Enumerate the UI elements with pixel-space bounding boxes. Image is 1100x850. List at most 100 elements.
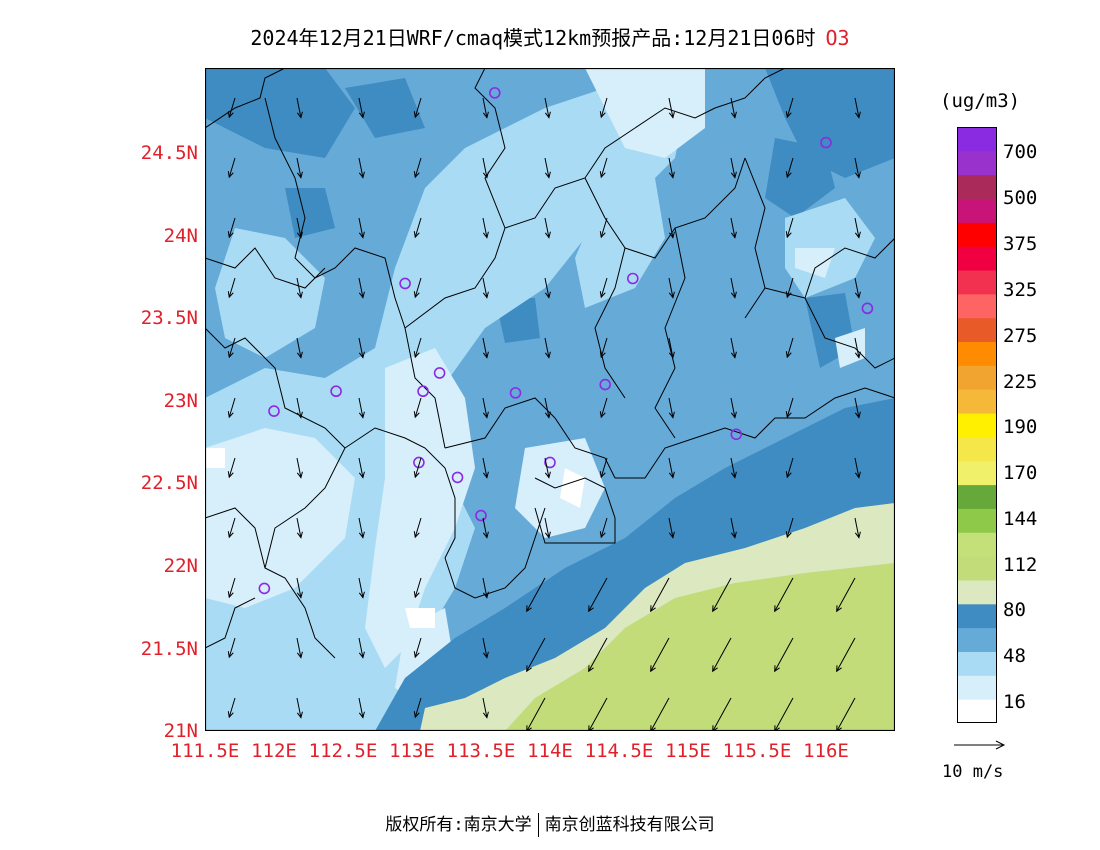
wind-vectors <box>227 97 861 731</box>
wind-arrow <box>482 697 488 718</box>
station-marker <box>417 385 429 398</box>
wind-arrow-head <box>588 605 594 613</box>
wind-arrow-head <box>599 231 606 239</box>
wind-arrow-head <box>785 351 792 359</box>
station-marker <box>861 302 874 315</box>
wind-arrow <box>730 97 736 118</box>
map-border <box>205 68 895 731</box>
wind-arrow <box>600 337 608 358</box>
wind-arrow <box>228 337 236 358</box>
wind-arrow <box>730 157 736 178</box>
colorbar-swatch <box>957 413 997 438</box>
station-marker <box>413 456 425 469</box>
wind-arrow <box>296 697 302 718</box>
wind-arrow <box>228 97 236 118</box>
wind-arrow-head <box>650 725 656 731</box>
wind-arrow-head <box>730 411 737 419</box>
wind-arrow <box>600 397 608 418</box>
copyright-separator <box>537 813 539 837</box>
wind-arrow-head <box>785 171 792 179</box>
colorbar-swatch <box>957 651 997 676</box>
wind-arrow-head <box>854 531 861 539</box>
wind-arrow-head <box>296 471 303 479</box>
wind-arrow <box>786 337 794 358</box>
wind-arrow <box>482 157 488 178</box>
reference-vector-arrow <box>954 740 1006 750</box>
wind-arrow <box>854 517 860 538</box>
y-tick-label: 21N <box>163 720 198 742</box>
wind-arrow <box>482 97 488 118</box>
wind-arrow-head <box>413 651 420 659</box>
wind-arrow <box>296 337 302 358</box>
colorbar-swatch <box>957 389 997 414</box>
wind-arrow-head <box>730 531 737 539</box>
o3-field-sea <box>505 563 895 731</box>
wind-arrow-head <box>650 665 656 673</box>
wind-arrow <box>296 277 302 298</box>
x-tick-label: 112E <box>251 740 297 762</box>
x-tick-label: 113E <box>389 740 435 762</box>
colorbar-label: 375 <box>1003 233 1038 255</box>
colorbar-swatch <box>957 460 997 486</box>
wind-arrow-head <box>296 291 303 299</box>
wind-arrow-head <box>785 231 792 239</box>
wind-arrow <box>854 97 860 118</box>
wind-arrow <box>854 157 860 178</box>
wind-arrow <box>358 517 364 538</box>
wind-arrow <box>836 637 856 672</box>
wind-arrow <box>296 157 302 178</box>
wind-arrow-head <box>730 291 737 299</box>
wind-arrow-head <box>544 471 551 479</box>
wind-arrow <box>526 577 546 612</box>
x-tick-label: 113.5E <box>446 740 516 762</box>
wind-arrow-head <box>668 411 675 419</box>
wind-arrow <box>650 577 670 612</box>
wind-arrow <box>228 457 236 478</box>
wind-arrow-head <box>413 171 420 179</box>
wind-arrow <box>600 97 608 118</box>
concentration-map <box>205 68 895 731</box>
station-marker <box>475 509 487 522</box>
x-tick-label: 115E <box>665 740 711 762</box>
wind-arrow <box>786 157 794 178</box>
colorbar-swatch <box>957 293 997 319</box>
wind-arrow-head <box>785 291 792 299</box>
x-tick-label: 115.5E <box>722 740 792 762</box>
colorbar-swatch <box>957 150 997 176</box>
wind-arrow <box>526 697 546 731</box>
wind-arrow-head <box>358 231 365 239</box>
wind-arrow-head <box>358 171 365 179</box>
colorbar-unit: (ug/m3) <box>940 90 1021 112</box>
station-marker <box>488 87 501 99</box>
wind-arrow-head <box>854 171 861 179</box>
x-tick-label: 114E <box>527 740 573 762</box>
wind-arrow-head <box>730 471 737 479</box>
wind-arrow <box>730 277 736 298</box>
colorbar-label: 170 <box>1003 462 1038 484</box>
colorbar-swatch <box>957 508 997 533</box>
wind-arrow-head <box>358 531 365 539</box>
wind-arrow-head <box>358 351 365 359</box>
wind-arrow-head <box>774 725 780 731</box>
wind-arrow-head <box>730 231 737 239</box>
wind-arrow-head <box>712 665 718 673</box>
wind-arrow-head <box>836 605 842 613</box>
x-tick-label: 111.5E <box>170 740 240 762</box>
wind-arrow-head <box>482 291 489 299</box>
wind-arrow <box>600 457 608 478</box>
colorbar-label: 325 <box>1003 279 1038 301</box>
wind-arrow-head <box>854 411 861 419</box>
wind-arrow-head <box>358 411 365 419</box>
wind-arrow <box>668 217 674 238</box>
wind-arrow-head <box>296 171 303 179</box>
wind-arrow-head <box>854 351 861 359</box>
wind-arrow <box>774 697 794 731</box>
wind-arrow-head <box>227 411 234 419</box>
station-marker <box>268 405 280 417</box>
wind-arrow-head <box>785 471 792 479</box>
colorbar-swatch <box>957 198 997 223</box>
wind-arrow <box>650 637 670 672</box>
wind-arrow-head <box>413 471 420 479</box>
wind-arrow <box>228 697 236 718</box>
wind-arrow <box>544 337 550 358</box>
